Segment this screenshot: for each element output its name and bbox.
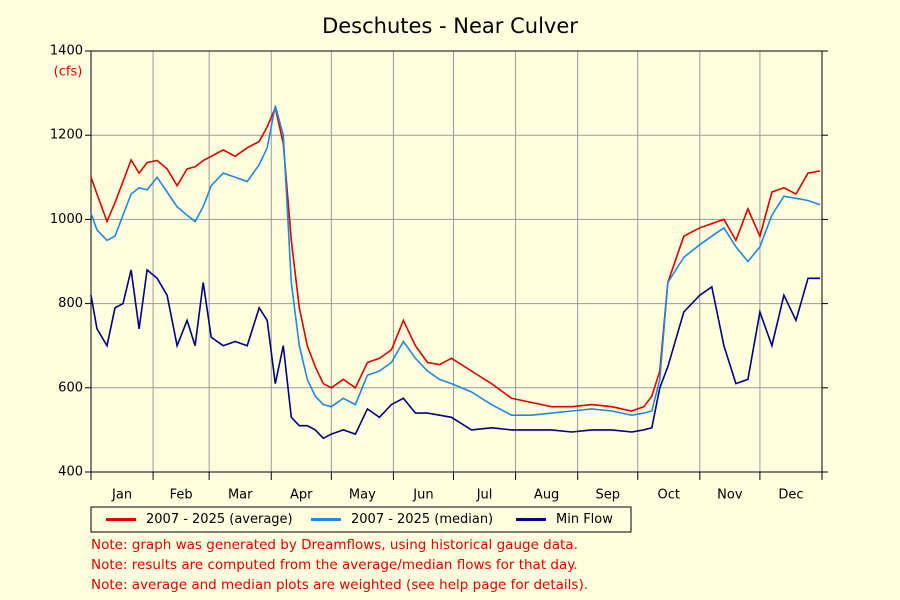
y-tick-label: 1000 — [50, 212, 83, 227]
legend-label: 2007 - 2025 (average) — [146, 512, 293, 527]
x-tick-label: Nov — [717, 488, 743, 503]
y-tick-label: 600 — [58, 380, 83, 395]
y-tick-label: 1400 — [50, 44, 83, 59]
x-tick-label: Jan — [111, 488, 132, 503]
x-tick-label: Oct — [658, 488, 680, 503]
legend-label: Min Flow — [556, 512, 613, 527]
y-tick-label: 800 — [58, 296, 83, 311]
x-tick-label: Jul — [476, 488, 493, 503]
x-tick-label: Mar — [228, 488, 253, 503]
x-tick-label: Dec — [778, 488, 803, 503]
x-tick-label: Feb — [170, 488, 193, 503]
x-tick-label: Apr — [290, 488, 313, 503]
note: Note: results are computed from the aver… — [91, 557, 578, 573]
chart-title: Deschutes - Near Culver — [322, 14, 578, 38]
series-line — [90, 268, 820, 440]
note: Note: graph was generated by Dreamflows,… — [91, 537, 578, 553]
x-tick-label: Aug — [534, 488, 559, 503]
x-tick-label: Sep — [595, 488, 620, 503]
series-line — [90, 105, 821, 412]
y-unit: (cfs) — [54, 65, 83, 80]
y-tick-label: 400 — [58, 465, 83, 480]
plot-area — [91, 51, 822, 472]
plot-border — [90, 50, 823, 473]
series-line — [90, 105, 821, 417]
x-tick-label: Jun — [412, 488, 433, 503]
note: Note: average and median plots are weigh… — [91, 577, 588, 593]
y-tick-label: 1200 — [50, 128, 83, 143]
x-tick-label: May — [349, 488, 376, 503]
legend-label: 2007 - 2025 (median) — [351, 512, 493, 527]
